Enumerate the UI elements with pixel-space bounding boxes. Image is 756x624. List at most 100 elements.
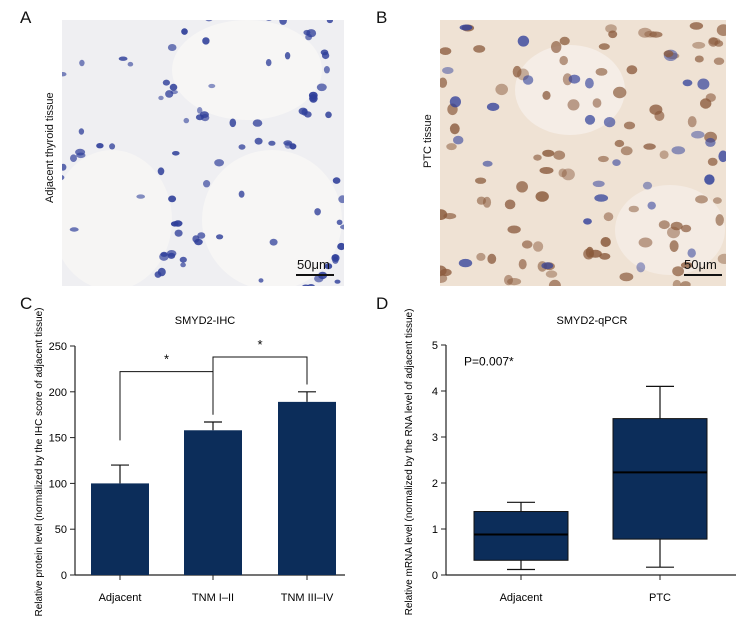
colloid-lumen <box>172 20 322 120</box>
nucleus <box>533 154 542 161</box>
nucleus <box>69 227 79 232</box>
chart-c-significance-bracket <box>119 371 214 441</box>
chart-d-ytick-label: 4 <box>432 386 438 398</box>
nucleus <box>338 195 344 204</box>
nucleus <box>541 262 554 270</box>
nucleus <box>62 174 65 181</box>
nucleus <box>681 224 692 233</box>
nucleus <box>671 146 686 155</box>
nucleus <box>254 137 263 145</box>
panel-b-scale-label: 50μm <box>684 257 717 272</box>
nucleus <box>669 240 679 253</box>
nucleus <box>709 37 721 45</box>
nucleus <box>181 28 188 35</box>
nucleus <box>136 194 145 199</box>
nucleus <box>442 67 454 74</box>
nucleus <box>623 121 636 130</box>
nucleus <box>476 196 486 205</box>
nucleus <box>168 195 177 203</box>
nucleus <box>314 208 321 216</box>
nucleus <box>216 234 224 240</box>
panel-b-scale-bar <box>684 274 722 276</box>
nucleus <box>326 20 333 24</box>
chart-c-xtick-label: Adjacent <box>99 592 142 604</box>
nucleus <box>692 41 706 49</box>
nucleus <box>551 41 562 53</box>
chart-d-ytick-label: 1 <box>432 524 438 536</box>
nucleus <box>440 265 447 277</box>
chart-c-ytick-label: 150 <box>49 433 67 445</box>
nucleus <box>638 237 653 248</box>
smyd2-ihc-bar-chart: SMYD2-IHC Relative protein level (normali… <box>34 307 345 617</box>
nucleus <box>638 27 652 38</box>
nucleus <box>157 267 166 277</box>
nucleus <box>559 36 570 46</box>
nucleus <box>473 45 486 53</box>
colloid-lumen <box>202 150 342 286</box>
nucleus <box>284 142 292 149</box>
panel-letter-d: D <box>376 294 389 313</box>
nucleus <box>79 59 85 67</box>
nucleus <box>672 266 684 277</box>
nucleus <box>340 224 344 230</box>
nucleus <box>585 246 594 258</box>
nucleus <box>658 220 670 230</box>
nucleus <box>179 256 187 263</box>
nucleus <box>600 237 611 247</box>
nucleus <box>304 111 312 118</box>
nucleus <box>521 240 533 249</box>
nucleus <box>643 143 656 150</box>
nucleus <box>713 57 725 65</box>
nucleus <box>687 248 696 258</box>
nucleus <box>96 143 104 149</box>
nucleus <box>62 163 67 171</box>
nucleus <box>62 72 67 77</box>
nucleus <box>440 47 452 55</box>
nucleus <box>612 159 621 167</box>
panel-letter-b: B <box>376 8 388 27</box>
nucleus <box>603 212 614 222</box>
nucleus <box>558 168 567 178</box>
nucleus <box>197 107 203 114</box>
nucleus <box>682 79 693 87</box>
nucleus <box>626 65 638 75</box>
papillary-lumen <box>515 45 625 135</box>
nucleus <box>599 253 611 260</box>
chart-c-significance-label: * <box>164 352 169 367</box>
nucleus <box>649 31 663 38</box>
nucleus <box>476 252 486 261</box>
nucleus <box>620 146 633 156</box>
panel-a-scale-label: 50μm <box>297 257 330 272</box>
nucleus <box>583 218 592 225</box>
nucleus <box>687 116 697 128</box>
nucleus <box>548 279 561 286</box>
nucleus <box>109 143 116 150</box>
nucleus <box>705 93 716 102</box>
nucleus <box>449 123 460 135</box>
nucleus <box>172 151 180 156</box>
nucleus <box>718 150 726 163</box>
nucleus <box>238 190 245 198</box>
nucleus <box>269 238 278 246</box>
panel-b-side-label: PTC tissue <box>422 114 434 168</box>
nucleus <box>334 279 341 284</box>
nucleus <box>482 160 493 167</box>
nucleus <box>613 86 627 99</box>
nucleus <box>539 167 554 174</box>
nucleus <box>78 128 85 135</box>
nucleus <box>487 253 497 264</box>
nucleus <box>680 261 693 269</box>
nucleus <box>203 180 211 188</box>
nucleus <box>169 83 178 91</box>
nucleus <box>715 214 724 226</box>
nucleus <box>542 90 551 100</box>
panel-a-side-label: Adjacent thyroid tissue <box>44 92 56 203</box>
nucleus <box>459 24 473 31</box>
chart-c-ytick-label: 100 <box>49 478 67 490</box>
nucleus <box>619 272 634 282</box>
nucleus <box>561 168 575 181</box>
nucleus <box>522 75 534 85</box>
nucleus <box>331 254 340 262</box>
nucleus <box>584 114 596 125</box>
nucleus <box>517 35 530 47</box>
